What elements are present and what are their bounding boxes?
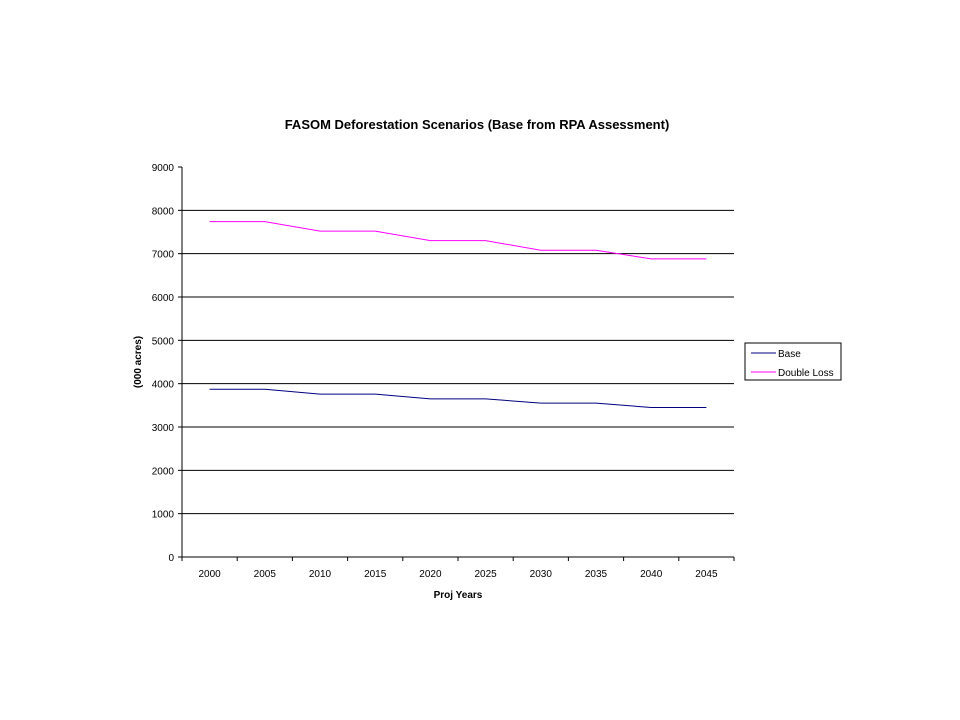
y-tick-label: 5000 (152, 336, 175, 347)
x-tick-label: 2005 (254, 569, 277, 580)
y-tick-label: 1000 (152, 510, 175, 521)
chart-title: FASOM Deforestation Scenarios (Base from… (285, 117, 670, 132)
legend-label-double-loss: Double Loss (778, 368, 834, 379)
y-tick-label: 4000 (152, 380, 175, 391)
y-tick-label: 2000 (152, 466, 175, 477)
x-tick-label: 2045 (695, 569, 718, 580)
y-axis-title: (000 acres) (133, 336, 144, 388)
x-tick-label: 2020 (419, 569, 442, 580)
y-tick-label: 3000 (152, 423, 175, 434)
x-axis-title: Proj Years (434, 590, 483, 601)
gridlines (182, 209, 734, 515)
legend: Base Double Loss (744, 342, 842, 381)
legend-box (744, 342, 842, 381)
legend-label-base: Base (778, 349, 801, 360)
y-tick-label: 0 (168, 553, 174, 564)
y-tick-label: 6000 (152, 293, 175, 304)
x-tick-label: 2030 (530, 569, 553, 580)
x-tick-labels: 2000 2005 2010 2015 2020 2025 2030 2035 2040 2045 (181, 557, 735, 580)
series-line-base (209, 388, 707, 408)
y-tick-labels: 0 1000 2000 3000 4000 5000 6000 7000 8000 9000 (152, 163, 182, 564)
x-tick-label: 2000 (198, 569, 221, 580)
y-tick-label: 7000 (152, 250, 175, 261)
x-tick-label: 2035 (585, 569, 608, 580)
y-tick-label: 9000 (152, 163, 175, 174)
y-tick-label: 8000 (152, 206, 175, 217)
series-line-double-loss (209, 221, 707, 260)
x-tick-label: 2025 (474, 569, 497, 580)
x-tick-label: 2015 (364, 569, 387, 580)
x-tick-label: 2040 (640, 569, 663, 580)
axes (181, 167, 734, 558)
series-lines (209, 221, 707, 408)
x-tick-label: 2010 (309, 569, 332, 580)
